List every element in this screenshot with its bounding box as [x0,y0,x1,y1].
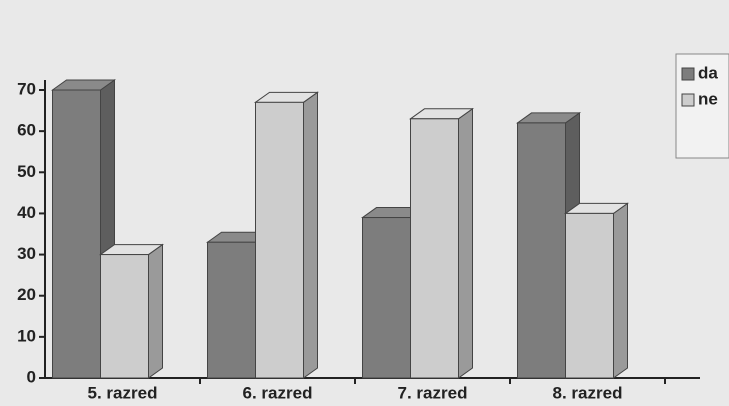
x-tick-label: 8. razred [553,383,623,402]
x-tick-label: 6. razred [243,383,313,402]
bar-face [255,101,304,379]
legend-swatch [681,93,695,107]
bar [408,107,475,379]
bar-face [100,254,149,379]
bar-face [362,217,411,379]
bar [98,243,165,379]
x-tick-label: 7. razred [398,383,468,402]
y-tick-label: 50 [17,162,36,181]
y-tick-label: 0 [27,367,36,386]
legend-swatch [681,67,695,81]
bar-face [207,241,256,379]
bar-face [52,89,101,379]
bar-face [148,243,163,379]
y-tick-label: 70 [17,79,36,98]
y-tick-label: 30 [17,244,36,263]
legend-label: da [698,63,718,82]
bar-face [565,212,614,379]
y-tick-label: 60 [17,121,36,140]
y-tick-label: 20 [17,285,36,304]
bar-face [410,118,459,379]
bar-face [613,202,628,379]
bar-face [303,91,318,379]
y-tick-label: 40 [17,203,36,222]
legend-label: ne [698,89,718,108]
bar [563,202,630,379]
bar [50,79,117,379]
x-tick-label: 5. razred [88,383,158,402]
bar [253,91,320,379]
bar-face [458,107,473,379]
y-tick-label: 10 [17,326,36,345]
bar-face [517,122,566,379]
